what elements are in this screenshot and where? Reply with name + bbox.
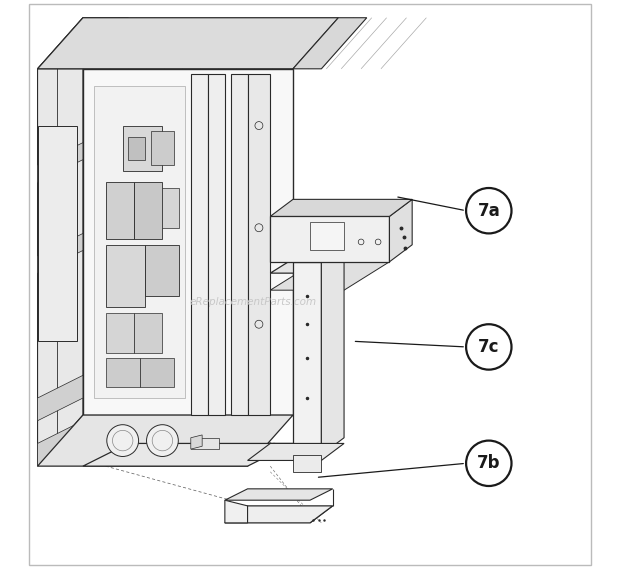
Circle shape xyxy=(146,424,179,456)
Polygon shape xyxy=(38,126,78,341)
Polygon shape xyxy=(389,199,412,262)
Polygon shape xyxy=(105,358,140,387)
Polygon shape xyxy=(225,489,333,500)
Polygon shape xyxy=(38,420,83,466)
Polygon shape xyxy=(123,126,162,171)
Polygon shape xyxy=(293,262,321,455)
Polygon shape xyxy=(270,216,389,262)
Polygon shape xyxy=(247,443,344,460)
Polygon shape xyxy=(321,245,344,455)
Circle shape xyxy=(466,440,512,486)
Polygon shape xyxy=(293,18,367,69)
Polygon shape xyxy=(38,18,339,69)
Polygon shape xyxy=(270,262,389,290)
Circle shape xyxy=(466,324,512,370)
Polygon shape xyxy=(83,443,293,466)
Polygon shape xyxy=(225,506,333,523)
Polygon shape xyxy=(94,86,185,398)
Polygon shape xyxy=(105,182,134,239)
Polygon shape xyxy=(140,358,174,387)
Polygon shape xyxy=(310,222,344,250)
Polygon shape xyxy=(162,188,179,228)
Polygon shape xyxy=(146,245,179,296)
Polygon shape xyxy=(270,199,412,216)
Polygon shape xyxy=(128,137,146,160)
Circle shape xyxy=(107,424,139,456)
Circle shape xyxy=(466,188,512,233)
Polygon shape xyxy=(270,245,389,273)
Polygon shape xyxy=(191,435,202,449)
Polygon shape xyxy=(38,376,83,420)
Polygon shape xyxy=(38,143,83,182)
Polygon shape xyxy=(191,438,219,449)
Polygon shape xyxy=(225,500,247,523)
Polygon shape xyxy=(231,75,247,415)
Polygon shape xyxy=(293,455,321,472)
Polygon shape xyxy=(134,313,162,353)
Polygon shape xyxy=(38,18,83,466)
Polygon shape xyxy=(38,233,83,273)
Polygon shape xyxy=(105,245,146,307)
Polygon shape xyxy=(247,75,270,415)
Text: 7b: 7b xyxy=(477,454,500,472)
Text: eReplacementParts.com: eReplacementParts.com xyxy=(190,296,317,307)
Polygon shape xyxy=(83,69,293,415)
Text: 7c: 7c xyxy=(478,338,500,356)
Polygon shape xyxy=(208,75,225,415)
Polygon shape xyxy=(105,313,134,353)
Text: 7a: 7a xyxy=(477,202,500,220)
Polygon shape xyxy=(191,75,208,415)
Polygon shape xyxy=(134,182,162,239)
Polygon shape xyxy=(38,415,293,466)
Polygon shape xyxy=(38,18,128,69)
Polygon shape xyxy=(151,131,174,166)
